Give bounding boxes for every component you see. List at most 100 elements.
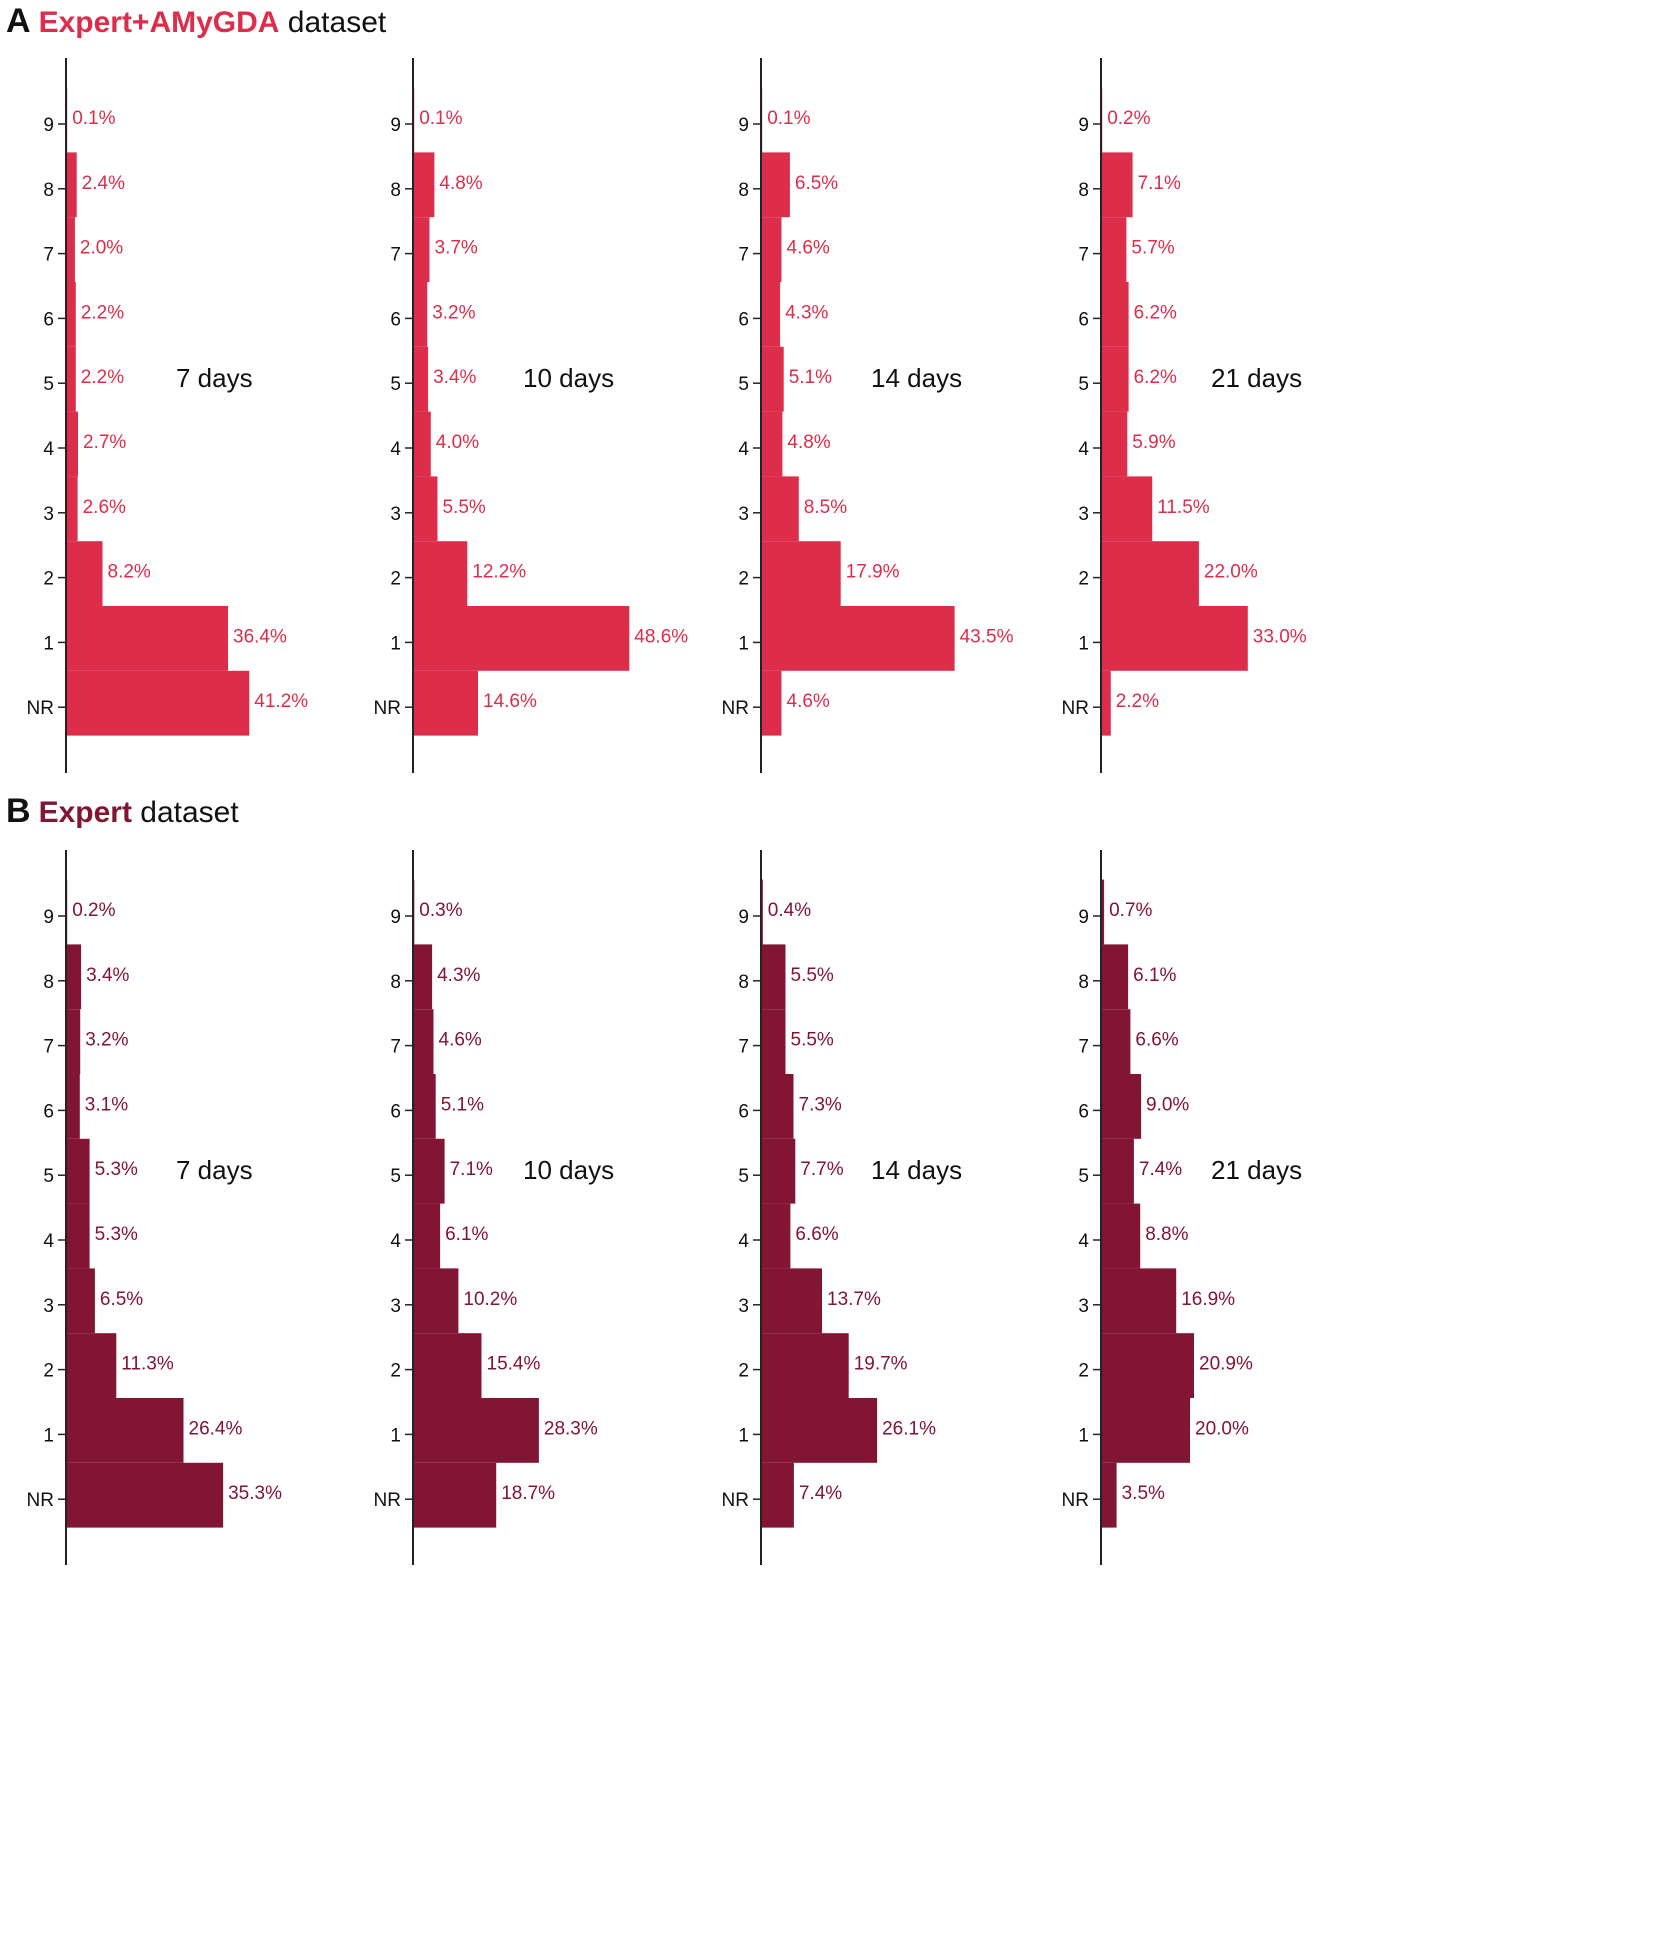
panel-b-7d-bar-6 [66,1074,80,1139]
panel-b-14d-value-label-8: 5.5% [791,965,834,986]
panel-b-10d-bar-nr [413,1462,497,1528]
panel-a-7d-bar-1 [66,606,228,671]
panel-b-7d-value-label-2: 11.3% [121,1354,174,1375]
panel-a-21d-bar-4 [1101,411,1128,477]
panel-a-10d-bar-8 [413,152,435,218]
panel-b-21d-value-label-nr: 3.5% [1122,1483,1165,1504]
panel-a-10d-bar-3 [413,476,438,542]
panel-a-7d-bar-2 [66,541,103,606]
panel-b-21d-bar-9 [1101,879,1105,945]
panel-a-7d-tick-label-7: 7 [43,245,54,266]
panel-b-7d-bar-1 [66,1398,184,1463]
section-a-suffix: dataset [279,6,387,39]
section-a-letter: A [6,2,31,40]
panel-b-21d-value-label-7: 6.6% [1135,1030,1178,1051]
panel-a-14d-bar-8 [761,152,790,218]
panel-a-10d-value-label-9: 0.1% [419,108,462,129]
panel-a-10d-tick-label-2: 2 [390,569,401,590]
section-a-header: A Expert+AMyGDA dataset [6,2,386,41]
panel-a-14d-value-label-nr: 4.6% [787,691,830,712]
panel-a-10d-value-label-4: 4.0% [436,432,479,453]
section-b-suffix: dataset [131,796,239,829]
panel-b-21d-title: 21 days [1211,1155,1302,1185]
panel-b-7d-bar-5 [66,1138,90,1204]
panel-a-10d-tick-label-9: 9 [390,115,401,136]
panel-a-10d-tick-label-6: 6 [390,309,401,330]
panel-a-14d-tick-label-3: 3 [738,504,749,525]
section-b-letter: B [6,792,31,830]
panel-b-21d-bar-6 [1101,1074,1142,1139]
panel-b-21d-value-label-4: 8.8% [1145,1224,1188,1245]
panel-b-7d-tick-label-3: 3 [43,1296,54,1317]
panel-b-10d-value-label-7: 4.6% [439,1030,482,1051]
panel-a-21d-value-label-8: 7.1% [1138,173,1181,194]
panel-b-21d-tick-label-4: 4 [1078,1231,1089,1252]
panel-a-10d-bar-nr [413,670,478,736]
panel-b-21d-bar-4 [1101,1203,1141,1269]
panel-b-21d-value-label-5: 7.4% [1139,1159,1182,1180]
panel-a-14d-bar-5 [761,346,784,412]
panel-a-14d-tick-label-6: 6 [738,309,749,330]
panel-a-21d-value-label-2: 22.0% [1204,562,1258,583]
panel-a-14d-title: 14 days [871,363,962,393]
panel-a-14d-bar-nr [761,670,782,736]
panel-b-14d-bar-4 [761,1203,791,1269]
panel-b-7d-bar-nr [66,1462,224,1528]
panel-a-21d-tick-label-nr: NR [1062,698,1089,719]
panel-b-10d-title: 10 days [523,1155,614,1185]
panel-a-14d-value-label-1: 43.5% [960,626,1014,647]
panel-b-14d-tick-label-3: 3 [738,1296,749,1317]
panel-b-14d-value-label-nr: 7.4% [799,1483,842,1504]
panel-a-10d-value-label-8: 4.8% [439,173,482,194]
panel-a-7d-bar-3 [66,476,78,542]
panel-a-10d-tick-label-5: 5 [390,374,401,395]
panel-a-21d-value-label-5: 6.2% [1134,367,1177,388]
panel-a-14d-tick-label-8: 8 [738,180,749,201]
panel-a-10d-tick-label-7: 7 [390,245,401,266]
panel-b-7d-tick-label-4: 4 [43,1231,54,1252]
panel-a-10d-tick-label-4: 4 [390,439,401,460]
panel-b-21d-tick-label-7: 7 [1078,1037,1089,1058]
panel-b-14d-bar-nr [761,1462,794,1528]
panel-a-10d-bar-1 [413,606,630,671]
panel-a-21d-bar-6 [1101,282,1129,347]
panel-a-14d-bar-7 [761,217,782,282]
panel-a-14d-tick-label-nr: NR [722,698,749,719]
panel-b-14d-value-label-5: 7.7% [800,1159,843,1180]
panel-b-7d-bar-4 [66,1203,90,1269]
panel-a-21d-value-label-nr: 2.2% [1116,691,1159,712]
panel-a-21d-tick-label-1: 1 [1078,633,1089,654]
panel-a-7d-value-label-1: 36.4% [233,626,287,647]
panel-a-10d-tick-label-1: 1 [390,633,401,654]
panel-a-14d-bar-6 [761,282,781,347]
panel-b-10d-value-label-nr: 18.7% [501,1483,555,1504]
panel-a-21d-tick-label-3: 3 [1078,504,1089,525]
panel-a-21d-value-label-6: 6.2% [1134,302,1177,323]
panel-a-14d-bar-3 [761,476,799,542]
panel-b-10d-value-label-9: 0.3% [419,900,462,921]
panel-a-7d-tick-label-nr: NR [27,698,54,719]
section-a-name: Expert+AMyGDA [38,6,280,39]
panel-a-21d-tick-label-7: 7 [1078,245,1089,266]
panel-b-21d-value-label-2: 20.9% [1199,1354,1253,1375]
panel-a-7d-bar-nr [66,670,250,736]
panel-a-7d-tick-label-9: 9 [43,115,54,136]
panel-b-10d-tick-label-3: 3 [390,1296,401,1317]
panel-a-10d-value-label-6: 3.2% [432,302,475,323]
panel-b-10d-tick-label-nr: NR [374,1490,401,1511]
panel-a-10d-tick-label-nr: NR [374,698,401,719]
panel-a-7d-bar-5 [66,346,76,412]
panel-a-14d-tick-label-9: 9 [738,115,749,136]
panel-b-7d-value-label-7: 3.2% [85,1030,128,1051]
panel-b-10d-tick-label-9: 9 [390,907,401,928]
panel-a-10d-value-label-2: 12.2% [472,562,526,583]
panel-b-7d-title: 7 days [176,1155,253,1185]
panel-b-21d-value-label-6: 9.0% [1146,1094,1189,1115]
panel-b-14d-value-label-4: 6.6% [795,1224,838,1245]
panel-b-21d-bar-1 [1101,1398,1190,1463]
panel-a-14d-value-label-7: 4.6% [787,238,830,259]
section-b-header: B Expert dataset [6,792,239,831]
panel-b-14d-bar-3 [761,1268,822,1334]
panel-b-10d-value-label-6: 5.1% [441,1094,484,1115]
